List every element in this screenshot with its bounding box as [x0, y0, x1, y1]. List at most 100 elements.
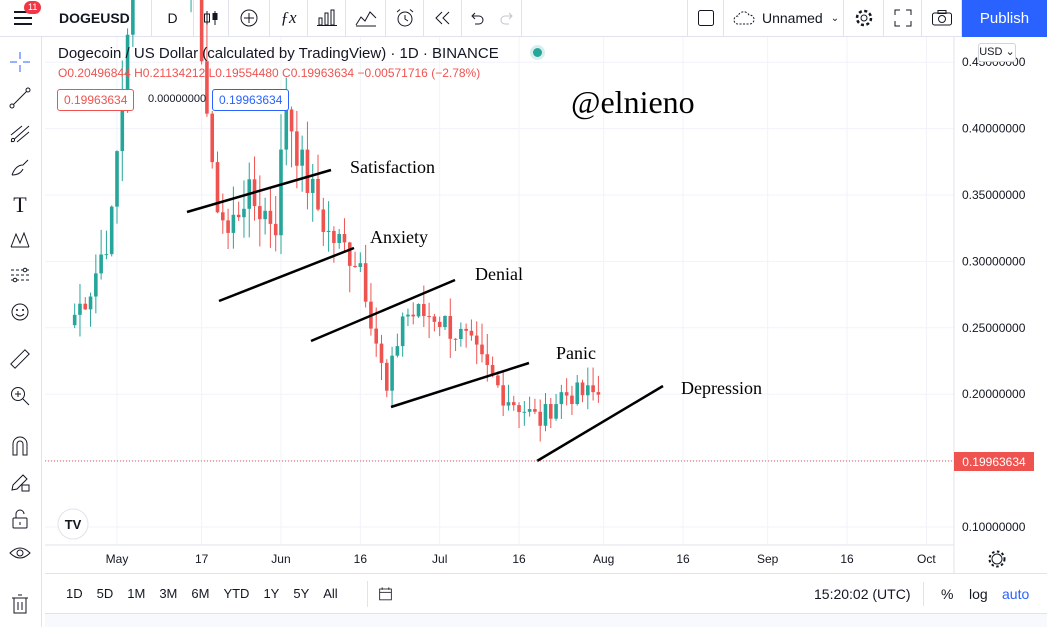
- time-axis-settings-button[interactable]: [988, 550, 1006, 568]
- chart-grid: [45, 37, 954, 545]
- rewind-icon: [434, 11, 449, 25]
- main-menu-button[interactable]: 11: [0, 0, 45, 37]
- financials-button[interactable]: [346, 0, 386, 37]
- lock-drawings-tool[interactable]: [6, 505, 34, 533]
- clock-timezone-button[interactable]: 15:20:02 (UTC): [814, 586, 911, 602]
- candle-body: [432, 316, 437, 322]
- hide-drawings-tool[interactable]: [6, 539, 34, 567]
- undo-button[interactable]: [462, 0, 492, 37]
- crosshair-tool[interactable]: [6, 48, 34, 76]
- replay-button[interactable]: [424, 0, 462, 37]
- prediction-tool[interactable]: [6, 261, 34, 289]
- range-button-ytd[interactable]: YTD: [223, 586, 250, 601]
- publish-button[interactable]: Publish: [962, 0, 1047, 37]
- candle-body: [474, 335, 479, 345]
- range-button-all[interactable]: All: [323, 586, 338, 601]
- layout-name-button[interactable]: Unnamed ⌄: [724, 0, 844, 37]
- alert-button[interactable]: [386, 0, 424, 37]
- high-value: H0.21134212: [134, 66, 206, 80]
- range-button-1m[interactable]: 1M: [127, 586, 146, 601]
- symbol-search-button[interactable]: DOGEUSD: [45, 0, 152, 37]
- compare-button[interactable]: [229, 0, 270, 37]
- interval-button[interactable]: D: [152, 0, 194, 37]
- annotation-denial[interactable]: Denial: [475, 264, 523, 284]
- trash-icon: [12, 594, 28, 614]
- candle-body: [337, 233, 341, 243]
- chevron-down-icon: ⌄: [830, 12, 840, 24]
- annotation-depression[interactable]: Depression: [681, 378, 762, 398]
- legend-title[interactable]: Dogecoin / US Dollar (calculated by Trad…: [58, 45, 499, 62]
- unlock-icon: [12, 509, 28, 529]
- candle-body: [554, 404, 558, 419]
- range-button-5d[interactable]: 5D: [96, 586, 114, 601]
- stay-in-drawing-tool[interactable]: [6, 468, 34, 496]
- measure-tool[interactable]: [6, 345, 34, 373]
- fib-tool[interactable]: [6, 119, 34, 147]
- annotation-panic[interactable]: Panic: [556, 343, 596, 363]
- brush-tool[interactable]: [6, 154, 34, 182]
- annotation-satisfaction[interactable]: Satisfaction: [350, 157, 435, 177]
- redo-button[interactable]: [492, 0, 522, 37]
- annotation-trendline[interactable]: [536, 384, 664, 463]
- magnet-tool[interactable]: [6, 432, 34, 460]
- range-button-1d[interactable]: 1D: [66, 586, 83, 601]
- time-tick-label: May: [106, 552, 129, 566]
- snapshot-button[interactable]: [922, 0, 962, 37]
- range-button-6m[interactable]: 6M: [191, 586, 210, 601]
- candle-body: [379, 343, 384, 363]
- cloud-icon: [733, 11, 755, 25]
- candle-body: [125, 34, 130, 94]
- settings-button[interactable]: [844, 0, 884, 37]
- candle-body: [115, 151, 119, 207]
- text-tool[interactable]: T: [6, 191, 34, 219]
- icon-tool[interactable]: [6, 298, 34, 326]
- time-axis[interactable]: May 17 Jun 16 Jul 16 Aug 16 Sep 16 Oct: [106, 552, 937, 566]
- log-scale-toggle[interactable]: log: [969, 586, 988, 602]
- candle-body: [422, 304, 426, 317]
- zoom-tool[interactable]: [6, 382, 34, 410]
- date-range-picker-button[interactable]: [366, 580, 393, 607]
- candle-body: [469, 330, 474, 336]
- magnet-icon: [12, 436, 28, 456]
- templates-button[interactable]: [308, 0, 346, 37]
- candle-body: [353, 265, 357, 267]
- range-button-5y[interactable]: 5Y: [293, 586, 310, 601]
- fullscreen-button[interactable]: [884, 0, 922, 37]
- sell-price-button[interactable]: 0.19963634: [57, 89, 135, 111]
- annotation-trendline[interactable]: [218, 246, 355, 303]
- indicators-button[interactable]: ƒx: [270, 0, 308, 37]
- auto-scale-toggle[interactable]: auto: [1002, 586, 1030, 602]
- candle-body: [517, 405, 521, 413]
- price-chart[interactable]: 0.100000000.150000000.200000000.25000000…: [0, 0, 1047, 573]
- fx-icon: ƒx: [280, 8, 297, 27]
- trendline-tool[interactable]: [6, 84, 34, 112]
- candle-body: [226, 220, 230, 233]
- candle-body: [263, 210, 267, 220]
- remove-drawings-tool[interactable]: [6, 590, 34, 618]
- candle-body: [289, 109, 294, 132]
- chart-type-button[interactable]: [194, 0, 229, 37]
- percent-scale-toggle[interactable]: %: [941, 586, 954, 602]
- candle-body: [522, 411, 527, 413]
- candle-body: [242, 208, 246, 218]
- annotation-anxiety[interactable]: Anxiety: [370, 227, 428, 247]
- range-button-3m[interactable]: 3M: [159, 586, 178, 601]
- time-tick-label: 16: [840, 552, 854, 566]
- annotation-trendline[interactable]: [390, 361, 530, 409]
- currency-selector[interactable]: USD ⌄: [978, 43, 1016, 62]
- fullscreen-layout-button[interactable]: [687, 0, 724, 37]
- market-status-dot[interactable]: [533, 48, 542, 57]
- candle-body: [295, 131, 299, 166]
- candle-body: [416, 304, 421, 317]
- annotation-trendline[interactable]: [186, 168, 332, 214]
- candle-body: [459, 328, 463, 339]
- annotation-trendline[interactable]: [310, 278, 456, 343]
- range-button-1y[interactable]: 1Y: [263, 586, 280, 601]
- chevron-down-icon: ⌄: [1002, 46, 1015, 58]
- candle-body: [326, 230, 331, 232]
- buy-price-button[interactable]: 0.19963634: [212, 89, 290, 111]
- pattern-tool[interactable]: [6, 226, 34, 254]
- expand-icon: [894, 9, 911, 27]
- crosshair-icon: [10, 52, 30, 72]
- candle-body: [268, 210, 273, 224]
